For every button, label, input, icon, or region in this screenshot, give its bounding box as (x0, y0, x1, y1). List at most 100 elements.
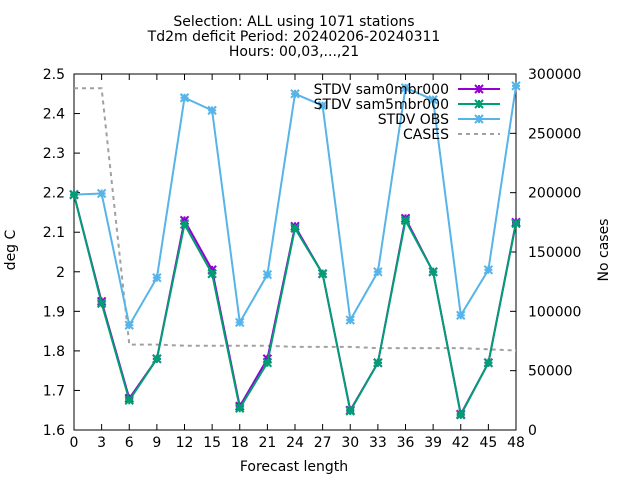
data-point (428, 95, 438, 105)
data-point-stroke (207, 105, 217, 116)
data-point (511, 218, 521, 229)
data-point-stroke (474, 99, 484, 109)
data-point (235, 317, 245, 328)
y-tick-label: 1.7 (43, 383, 65, 399)
title-line: Selection: ALL using 1071 stations (173, 14, 414, 30)
series-stdv-sam5mbr000 (69, 189, 521, 420)
x-tick-label: 36 (397, 435, 415, 451)
plot-border (73, 73, 517, 431)
legend-label: STDV sam5mbr000 (314, 97, 449, 113)
x-tick-label: 12 (176, 435, 194, 451)
data-point-stroke (373, 267, 383, 277)
y-tick-label: 2.3 (43, 146, 65, 162)
data-point-stroke (511, 218, 521, 229)
data-point-stroke (235, 403, 245, 413)
data-point-stroke (317, 269, 328, 279)
data-point-stroke (124, 395, 134, 406)
data-point (456, 310, 466, 320)
data-point (124, 395, 134, 406)
data-point-stroke (179, 219, 190, 230)
data-point (179, 219, 190, 230)
y2-tick-label: 100000 (528, 304, 581, 320)
series-stdv-obs (69, 81, 521, 330)
data-point-stroke (152, 354, 162, 364)
y-tick-label: 2 (56, 265, 65, 281)
x-tick-label: 24 (286, 435, 304, 451)
data-point (511, 81, 521, 91)
data-point-stroke (483, 265, 494, 275)
y2-tick-label: 200000 (528, 186, 581, 202)
data-point-stroke (483, 358, 494, 368)
data-point-stroke (152, 273, 162, 283)
data-point (179, 93, 190, 103)
data-point-stroke (262, 358, 273, 368)
axis-ticks: 0 3 6 9 12 15 18 21 24 27 30 33 36 39 42 45 481.61.71.81… (43, 67, 582, 451)
data-point-stroke (317, 100, 328, 111)
y2-tick-label: 300000 (528, 67, 581, 83)
data-point-stroke (474, 114, 484, 124)
data-point-stroke (96, 188, 107, 199)
data-point-stroke (345, 406, 355, 416)
legend-marker (474, 99, 484, 109)
data-point (317, 269, 328, 279)
y2-tick-label: 150000 (528, 245, 581, 261)
y-tick-label: 2.2 (43, 186, 65, 202)
data-point-stroke (69, 189, 79, 200)
data-point (483, 358, 494, 368)
data-point (262, 269, 273, 280)
data-point-stroke (511, 81, 521, 91)
y-tick-label: 2.4 (43, 107, 65, 123)
legend-marker (474, 84, 484, 94)
data-point-stroke (428, 95, 438, 105)
x-tick-label: 15 (203, 435, 221, 451)
y-tick-label: 2.1 (43, 225, 65, 241)
data-point (262, 358, 273, 368)
x-tick-label: 21 (258, 435, 276, 451)
data-point (290, 89, 300, 99)
data-point (400, 83, 411, 93)
title-line: Td2m deficit Period: 20240206-20240311 (147, 29, 441, 45)
data-point (483, 265, 494, 275)
data-point-stroke (428, 267, 438, 277)
data-point (235, 403, 245, 413)
x-tick-label: 27 (314, 435, 332, 451)
data-point-stroke (262, 269, 273, 280)
legend-marker (474, 114, 484, 124)
data-point-stroke (456, 310, 466, 320)
data-point-stroke (400, 83, 411, 93)
y2-tick-label: 50000 (528, 364, 573, 380)
y2-axis-label: No cases (596, 219, 612, 282)
x-tick-label: 3 (97, 435, 106, 451)
legend-label: STDV sam0mbr000 (314, 82, 449, 98)
x-tick-label: 0 (70, 435, 79, 451)
data-point-stroke (290, 89, 300, 99)
data-point (345, 315, 355, 325)
x-tick-label: 39 (424, 435, 442, 451)
data-point (345, 406, 355, 416)
data-point (373, 267, 383, 277)
data-point (69, 189, 79, 200)
title-line: Hours: 00,03,...,21 (229, 44, 359, 60)
data-point-stroke (400, 215, 411, 226)
y-tick-label: 1.8 (43, 344, 65, 360)
legend-label: STDV OBS (378, 112, 449, 128)
data-point (152, 273, 162, 283)
data-point (400, 215, 411, 226)
y2-tick-label: 250000 (528, 126, 581, 142)
y-tick-label: 1.9 (43, 304, 65, 320)
y-tick-label: 2.5 (43, 67, 65, 83)
data-point (317, 100, 328, 111)
data-point-stroke (345, 315, 355, 325)
x-tick-label: 18 (231, 435, 249, 451)
data-point (207, 269, 217, 279)
data-point (290, 223, 300, 233)
data-point (124, 320, 134, 330)
data-point (96, 188, 107, 199)
data-point-stroke (373, 358, 383, 368)
data-point-stroke (235, 317, 245, 328)
data-point (207, 105, 217, 116)
x-tick-label: 9 (152, 435, 161, 451)
data-point (428, 267, 438, 277)
series-line (74, 87, 517, 352)
